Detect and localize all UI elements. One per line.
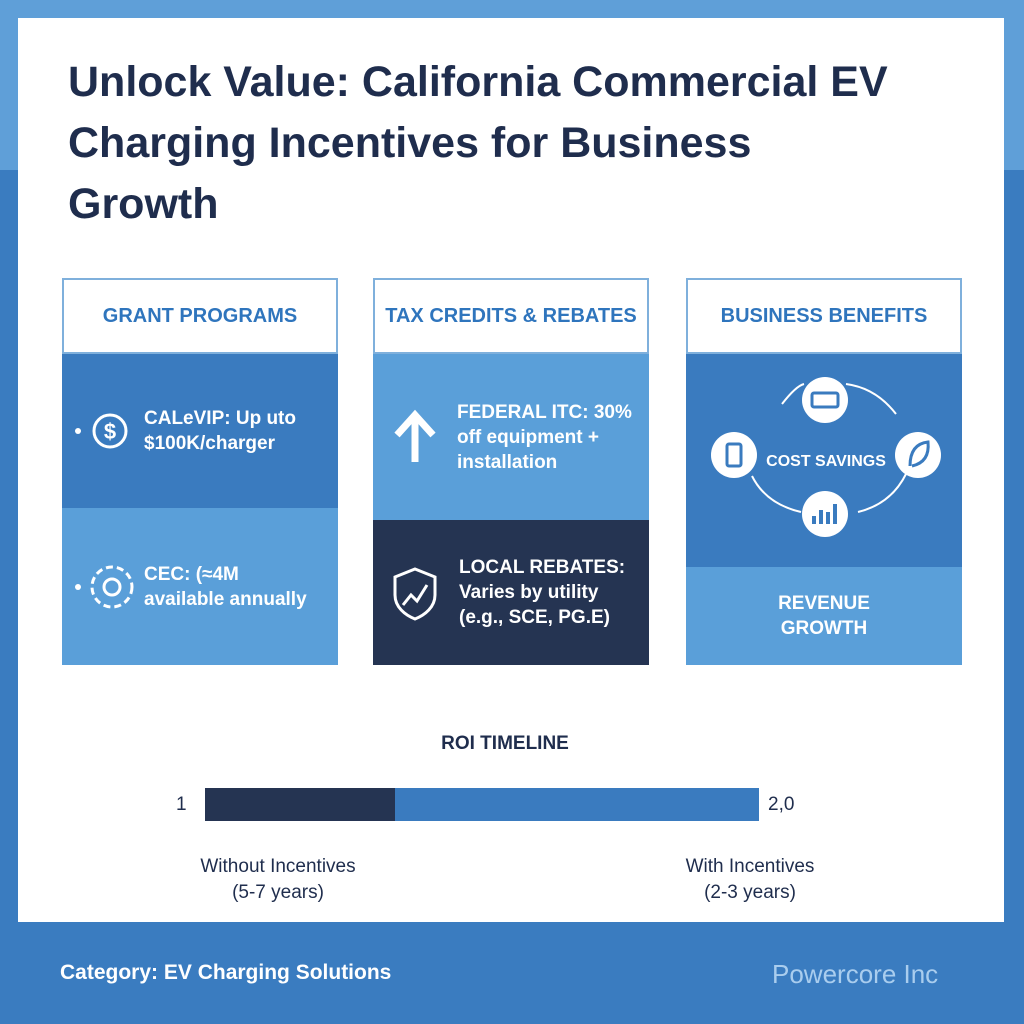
label-line: (2-3 years) [704,882,796,903]
footer-brand: Powercore Inc [772,959,939,989]
shield-icon [393,566,437,621]
roi-bar-with [395,788,759,821]
gear-icon [75,565,134,608]
svg-text:$: $ [104,419,116,444]
label-line: (5-7 years) [232,882,324,903]
arrow-icon [394,409,436,462]
dollar-icon: $ [75,413,128,449]
label-line: Without Incentives [200,856,356,877]
panel-heading: TAX CREDITS & REBATES [373,278,649,354]
item-text: CALeVIP: Up uto $100K/charger [144,408,296,454]
label-line: With Incentives [685,856,815,877]
item-text: FEDERAL ITC: 30% off equipment + install… [457,401,632,473]
title: Unlock Value: California Commercial EV C… [68,58,888,228]
panel-section: LOCAL REBATES: Varies by utility (e.g., … [373,520,649,665]
panel-heading: GRANT PROGRAMS [62,278,338,354]
item-text: LOCAL REBATES: Varies by utility (e.g., … [459,557,626,628]
roi-start-label: 1 [176,794,187,815]
panel-section: REVENUE GROWTH [686,567,962,665]
item-text: REVENUE GROWTH [778,593,870,639]
roi-title: ROI TIMELINE [441,733,569,754]
panel-section: $ CALeVIP: Up uto $100K/charger [62,354,338,508]
item-text: CEC: (≈4M available annually [144,563,307,610]
roi-with: With Incentives (2-3 years) [640,854,860,906]
roi-without: Without Incentives (5-7 years) [160,854,396,906]
footer-category: Category: EV Charging Solutions [60,961,392,984]
item-text: COST SAVINGS [766,453,886,470]
cycle-diagram [711,377,941,537]
panel: BUSINESS BENEFITS COST SAVINGS REVENUE G… [686,278,962,665]
panel: TAX CREDITS & REBATES FEDERAL ITC: 30% o… [373,278,649,665]
roi-end-label: 2,0 [768,794,795,815]
roi-bar-without [205,788,395,821]
panel-heading: BUSINESS BENEFITS [686,278,962,354]
panel-section: COST SAVINGS [686,354,962,567]
panel: GRANT PROGRAMS $ CALeVIP: Up uto $100K/c… [62,278,338,665]
panel-section: FEDERAL ITC: 30% off equipment + install… [373,354,649,520]
panel-section: CEC: (≈4M available annually [62,508,338,665]
